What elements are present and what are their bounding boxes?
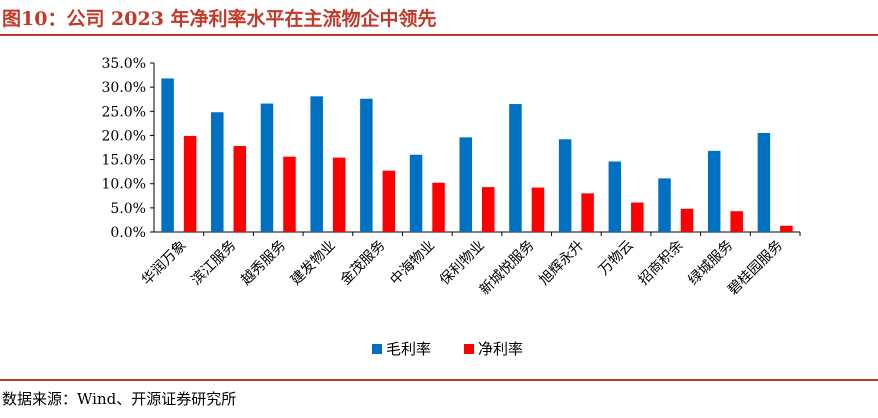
bar-net-margin — [332, 157, 346, 232]
bar-gross-margin — [409, 154, 423, 232]
bar-gross-margin — [608, 161, 622, 232]
legend-swatch-gross — [372, 344, 382, 354]
bar-gross-margin — [161, 78, 174, 232]
chart-legend: 毛利率 净利率 — [372, 340, 523, 358]
bar-gross-margin — [260, 103, 274, 232]
title-divider — [0, 34, 878, 36]
y-tick-label: 5.0% — [110, 201, 146, 217]
bar-gross-margin — [509, 104, 522, 232]
bar-net-margin — [680, 208, 694, 232]
figure-title: 图10：公司 2023 年净利率水平在主流物企中领先 — [2, 8, 437, 30]
x-category-label: 金茂服务 — [337, 237, 389, 289]
bar-net-margin — [382, 170, 396, 232]
y-tick-label: 15.0% — [102, 153, 146, 169]
bar-net-margin — [780, 225, 793, 232]
chart-bars — [161, 78, 793, 233]
bar-gross-margin — [459, 137, 472, 232]
legend-label-gross: 毛利率 — [386, 340, 431, 358]
x-category-label: 建发物业 — [288, 238, 339, 289]
bar-net-margin — [482, 187, 495, 232]
bar-gross-margin — [558, 139, 572, 232]
bar-chart: 0.0% 5.0% 10.0% 15.0% 20.0% 25.0% 30.0% 35.0% 华… — [102, 56, 801, 358]
bar-gross-margin — [360, 98, 373, 232]
x-category-label: 中海物业 — [387, 238, 438, 289]
bar-net-margin — [283, 156, 296, 232]
x-category-label: 华润万象 — [139, 238, 190, 289]
bar-net-margin — [183, 135, 197, 232]
y-tick-label: 35.0% — [102, 56, 146, 72]
x-category-label: 旭辉永升 — [536, 238, 587, 289]
x-category-label: 保利物业 — [437, 238, 488, 289]
x-category-label: 万物云 — [596, 238, 637, 279]
x-category-label: 新城悦服务 — [477, 238, 538, 299]
bar-net-margin — [432, 182, 445, 232]
legend-swatch-net — [464, 344, 474, 354]
x-category-label: 越秀服务 — [238, 238, 289, 289]
x-category-label: 绿城服务 — [685, 238, 736, 289]
y-tick-label: 0.0% — [110, 225, 146, 241]
bar-net-margin — [631, 202, 644, 232]
y-tick-label: 30.0% — [102, 80, 146, 96]
legend-label-net: 净利率 — [478, 340, 523, 358]
source-note: 数据来源：Wind、开源证券研究所 — [2, 390, 237, 408]
bar-net-margin — [581, 193, 594, 232]
bar-net-margin — [531, 187, 545, 232]
bar-gross-margin — [658, 178, 671, 232]
y-tick-label: 10.0% — [102, 177, 146, 193]
x-category-label: 碧桂园服务 — [725, 238, 786, 299]
y-tick-label: 25.0% — [102, 104, 146, 120]
bar-gross-margin — [211, 112, 224, 232]
y-tick-label: 20.0% — [102, 128, 146, 144]
x-category-label: 招商积余 — [635, 237, 687, 289]
bar-gross-margin — [310, 96, 323, 233]
bar-net-margin — [730, 211, 743, 232]
bar-gross-margin — [757, 133, 771, 232]
bar-net-margin — [233, 146, 247, 232]
chart-axes: 0.0% 5.0% 10.0% 15.0% 20.0% 25.0% 30.0% 35.0% — [102, 56, 801, 241]
x-category-label: 滨江服务 — [188, 238, 239, 289]
source-divider — [0, 379, 878, 381]
bar-gross-margin — [707, 150, 721, 232]
